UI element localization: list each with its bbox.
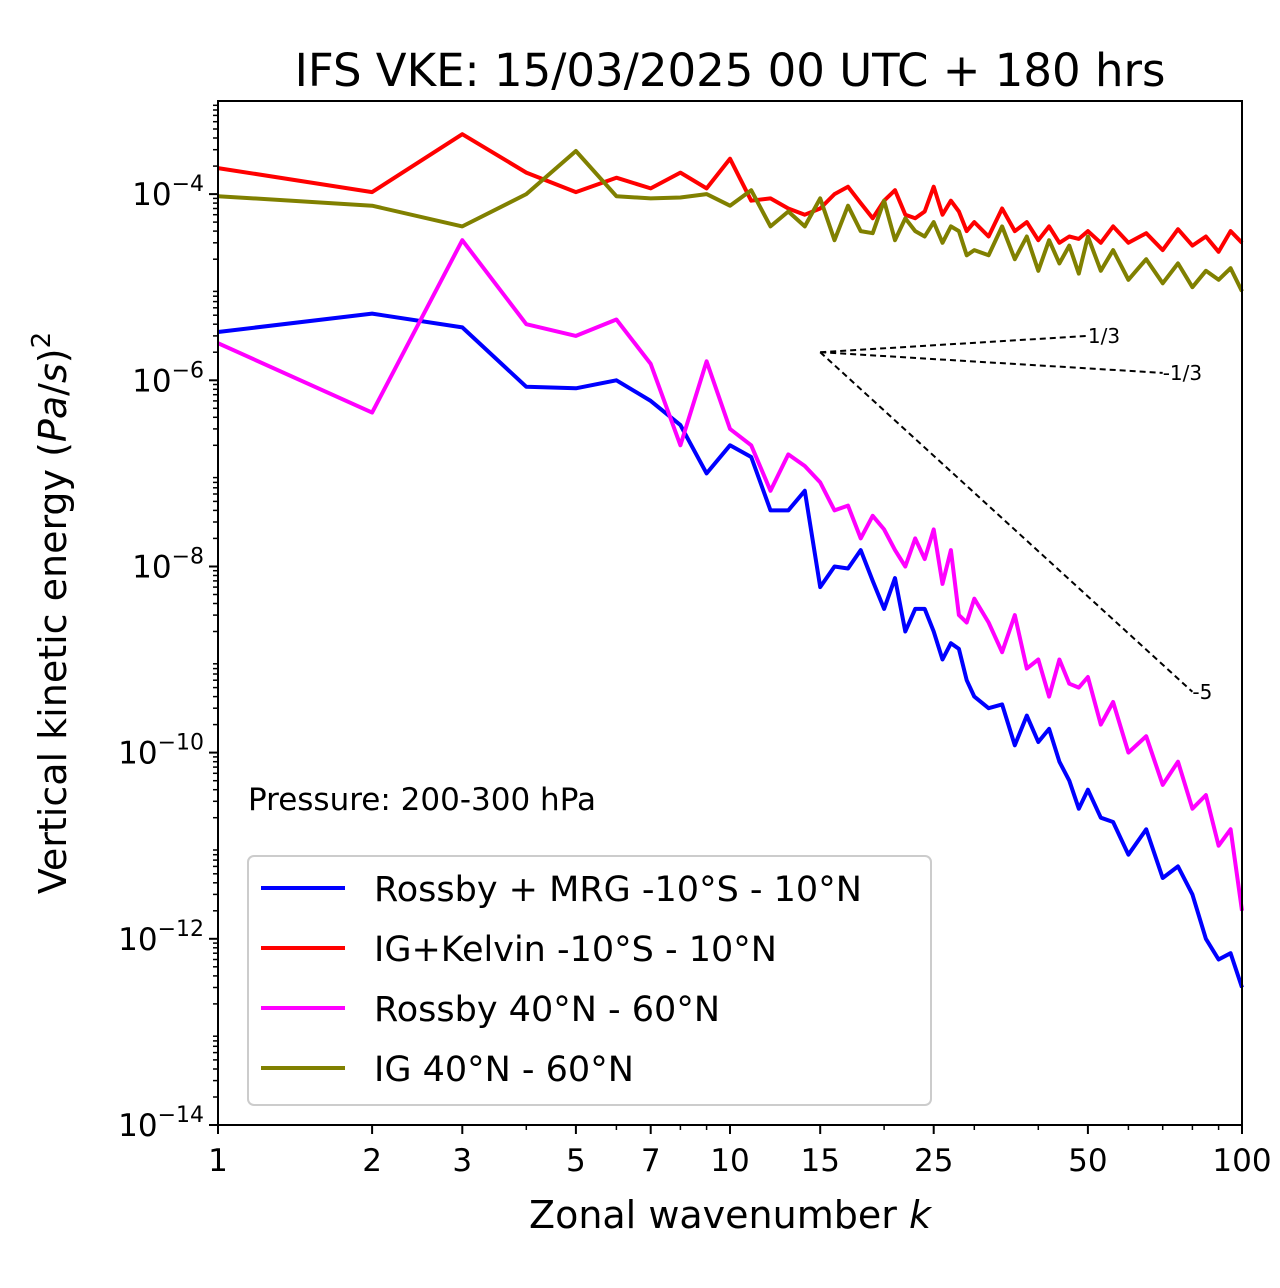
x-tick-label: 7 [641, 1143, 661, 1179]
y-tick-label: 10−10 [118, 731, 204, 772]
legend-label-4: IG 40°N - 60°N [374, 1050, 634, 1090]
y-tick-label: 10−14 [118, 1103, 204, 1144]
legend-label-1: Rossby + MRG -10°S - 10°N [374, 870, 862, 910]
plot-area: 1/3 -1/3 -5 [217, 132, 1244, 989]
y-axis: 10−14 10−12 10−10 10−8 10−6 10−4 [118, 104, 218, 1144]
y-tick-label: 10−8 [132, 545, 204, 586]
x-tick-label: 3 [452, 1143, 472, 1179]
x-tick-label: 100 [1212, 1143, 1271, 1179]
reference-slope-label-3: -5 [1192, 680, 1212, 704]
reference-slope-line-3 [819, 351, 1194, 693]
x-tick-label: 10 [710, 1143, 749, 1179]
legend-label-3: Rossby 40°N - 60°N [374, 990, 720, 1030]
series-line-3 [217, 238, 1244, 912]
y-axis-label: Vertical kinetic energy (Pa/s)2 [27, 332, 75, 894]
x-axis-label: Zonal wavenumber k [529, 1193, 933, 1237]
x-axis: 1 2 3 5 7 10 15 25 50 100 [208, 1125, 1272, 1179]
reference-slope-line-1 [820, 334, 1088, 354]
series-line-1 [217, 311, 1244, 989]
y-tick-label: 10−4 [132, 172, 204, 213]
reference-slope-label-2: -1/3 [1163, 361, 1202, 385]
series-line-4 [217, 149, 1244, 293]
legend-frame [247, 855, 932, 1106]
legend: Rossby + MRG -10°S - 10°N IG+Kelvin -10°S… [247, 855, 932, 1106]
legend-label-2: IG+Kelvin -10°S - 10°N [374, 930, 777, 970]
series-line-2 [217, 132, 1244, 254]
x-tick-label: 2 [362, 1143, 382, 1179]
x-tick-label: 5 [566, 1143, 586, 1179]
x-tick-label: 25 [914, 1143, 953, 1179]
pressure-annotation: Pressure: 200-300 hPa [248, 782, 596, 818]
x-tick-label: 15 [800, 1143, 839, 1179]
x-tick-label: 1 [208, 1143, 228, 1179]
reference-slope-label-1: 1/3 [1088, 324, 1120, 348]
y-tick-label: 10−6 [132, 358, 204, 399]
chart-title: IFS VKE: 15/03/2025 00 UTC + 180 hrs [295, 44, 1166, 97]
y-tick-label: 10−12 [118, 917, 204, 958]
reference-slope-line-2 [820, 351, 1163, 374]
x-tick-label: 50 [1068, 1143, 1107, 1179]
